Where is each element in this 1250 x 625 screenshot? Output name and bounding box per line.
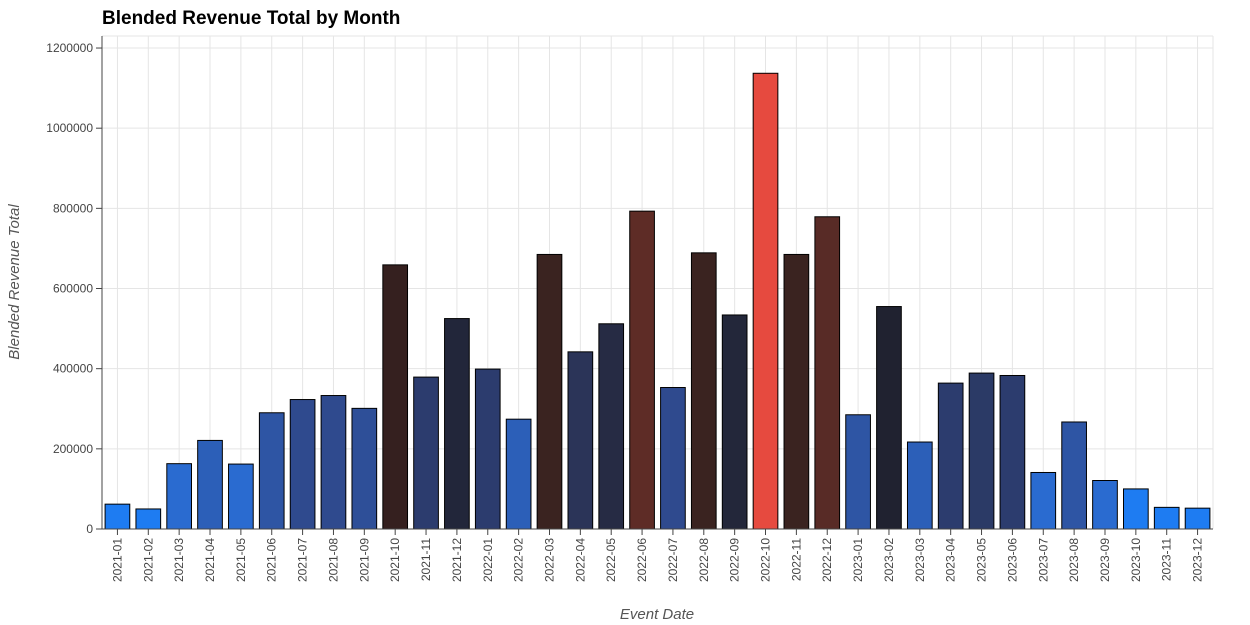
x-tick-label: 2021-08 [326,538,340,582]
bar-2021-08 [320,395,347,530]
y-tick-label: 0 [86,522,93,536]
x-tick-label: 2022-12 [820,538,834,582]
bar-2021-09 [351,407,378,530]
bar-2021-05 [228,463,254,530]
x-tick-label: 2022-10 [759,538,773,582]
bar-2022-05 [598,323,625,530]
bar-2023-07 [1030,471,1057,530]
y-tick-label: 600000 [53,282,93,296]
x-tick-label: 2023-05 [975,538,989,582]
bar-2022-01 [474,368,501,530]
bar-2022-02 [505,418,532,530]
bar-2022-04 [567,351,594,530]
x-tick-label: 2021-12 [450,538,464,582]
axes: 0 200000 400000 600000 800000 1000000 1200000 2… [46,36,1213,582]
bar-2022-08 [690,252,717,530]
bar-2023-02 [876,306,902,530]
x-tick-label: 2022-03 [542,538,556,582]
x-tick-label: 2021-06 [265,538,279,582]
bar-2023-11 [1153,506,1180,530]
x-tick-label: 2023-06 [1005,538,1019,582]
x-tick-label: 2022-02 [512,538,526,582]
x-tick-label: 2021-01 [110,538,124,582]
bar-2023-10 [1123,488,1149,530]
bar-2023-01 [845,414,871,530]
x-tick-label: 2023-12 [1191,538,1205,582]
x-tick-label: 2023-02 [882,538,896,582]
x-tick-label: 2022-11 [789,538,803,581]
x-tick-label: 2022-05 [604,538,618,582]
x-tick-label: 2021-04 [203,538,217,582]
y-tick-label: 800000 [53,201,93,215]
bar-2021-12 [444,318,470,530]
bar-2022-06 [629,210,655,530]
x-tick-label: 2023-09 [1098,538,1112,582]
x-tick-label: 2023-03 [913,538,927,582]
bar-2022-09 [721,314,748,530]
x-tick-label: 2023-04 [944,538,958,582]
x-tick-label: 2022-08 [697,538,711,582]
y-tick-label: 400000 [53,362,93,376]
bar-2022-11 [783,253,810,530]
y-tick-label: 1200000 [46,41,93,55]
x-tick-label: 2021-09 [357,538,371,582]
bar-2021-03 [166,463,192,530]
bar-2022-12 [814,216,841,530]
bar-2023-03 [906,441,933,530]
bar-2021-11 [413,376,439,530]
y-tick-label: 1000000 [46,121,93,135]
x-tick-label: 2021-11 [419,538,433,581]
x-tick-label: 2023-11 [1160,538,1174,581]
bar-2023-12 [1184,507,1211,530]
bar-2023-06 [999,374,1026,530]
bar-2021-06 [258,412,285,530]
bar-2021-02 [135,508,162,530]
x-tick-label: 2021-02 [141,538,155,582]
bars [104,72,1211,530]
bar-2023-09 [1092,480,1118,530]
bar-2023-08 [1061,421,1087,530]
x-tick-label: 2021-05 [234,538,248,582]
x-tick-label: 2021-07 [296,538,310,582]
x-tick-label: 2021-10 [388,538,402,582]
x-tick-label: 2023-10 [1129,538,1143,582]
bar-2022-07 [660,387,686,530]
y-tick-label: 200000 [53,442,93,456]
x-tick-label: 2023-07 [1036,538,1050,582]
x-tick-label: 2023-08 [1067,538,1081,582]
x-tick-label: 2022-07 [666,538,680,582]
bar-2021-07 [289,399,316,530]
bar-2021-04 [197,439,223,530]
bar-2022-10 [752,72,779,530]
x-tick-label: 2023-01 [851,538,865,582]
y-axis-label: Blended Revenue Total [6,204,23,360]
bar-2023-05 [968,372,995,530]
x-tick-label: 2022-06 [635,538,649,582]
x-tick-label: 2022-01 [481,538,495,582]
bar-2022-03 [536,253,563,530]
bar-2023-04 [937,382,964,530]
x-tick-label: 2022-04 [573,538,587,582]
bar-2021-10 [382,264,409,530]
x-tick-label: 2022-09 [728,538,742,582]
bar-2021-01 [104,503,131,530]
chart-title: Blended Revenue Total by Month [102,8,401,29]
x-tick-label: 2021-03 [172,538,186,582]
x-axis-label: Event Date [620,606,694,623]
